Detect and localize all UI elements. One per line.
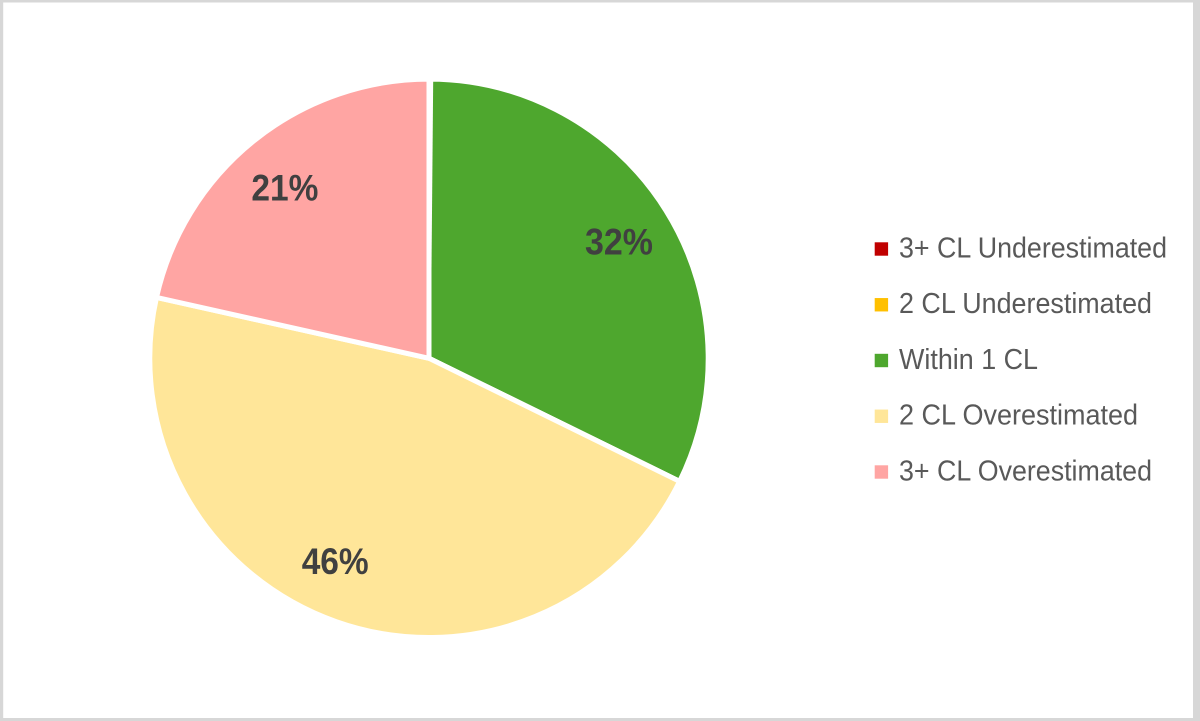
svg-text:32%: 32% — [585, 221, 653, 263]
svg-text:46%: 46% — [302, 540, 369, 582]
svg-text:21%: 21% — [251, 166, 318, 208]
svg-text:3+ CL Underestimated: 3+ CL Underestimated — [899, 232, 1167, 264]
svg-text:3+ CL Overestimated: 3+ CL Overestimated — [899, 455, 1152, 487]
svg-text:2 CL Underestimated: 2 CL Underestimated — [899, 288, 1152, 320]
svg-text:2 CL Overestimated: 2 CL Overestimated — [899, 400, 1138, 432]
svg-text:Within 1 CL: Within 1 CL — [899, 344, 1038, 376]
